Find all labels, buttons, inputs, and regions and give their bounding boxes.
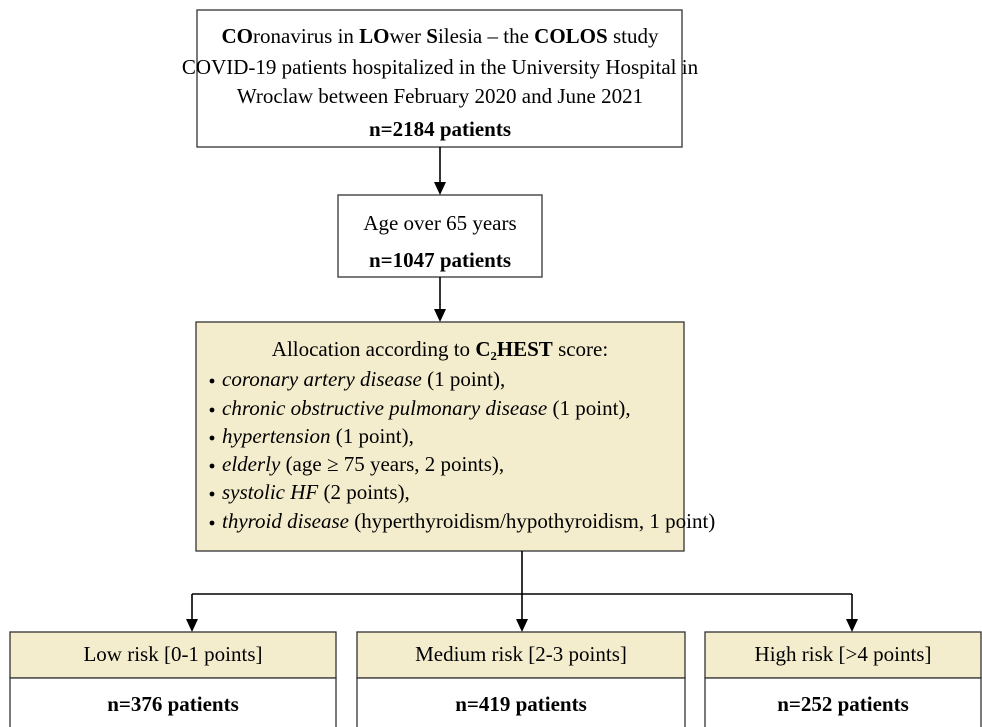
bullet-italic: chronic obstructive pulmonary disease: [222, 396, 547, 420]
title-run: ronavirus in: [253, 24, 359, 48]
risk-label: Low risk [0-1 points]: [83, 642, 262, 666]
risk-label: High risk [>4 points]: [755, 642, 932, 666]
title-run: CO: [222, 24, 254, 48]
bullet-italic: hypertension: [222, 424, 330, 448]
study-title: COronavirus in LOwer Silesia – the COLOS…: [222, 24, 659, 48]
study-line: COVID-19 patients hospitalized in the Un…: [182, 55, 699, 79]
bullet-italic: thyroid disease: [222, 509, 349, 533]
title-run: LO: [359, 24, 389, 48]
title-run: study: [608, 24, 659, 48]
bullet-dot: [209, 435, 215, 441]
risk-count: n=252 patients: [777, 692, 909, 716]
title-run: C₂HEST: [475, 337, 553, 361]
bullet-item: systolic HF (2 points),: [222, 480, 410, 504]
title-run: wer: [390, 24, 427, 48]
age-label: Age over 65 years: [363, 211, 516, 235]
risk-groups: Low risk [0-1 points] n=376 patients Mediu…: [9, 631, 982, 727]
bullet-item: coronary artery disease (1 point),: [222, 367, 505, 391]
bullet-item: chronic obstructive pulmonary disease (1…: [222, 396, 631, 420]
bullet-text: (2 points),: [318, 480, 410, 504]
bullet-text: (hyperthyroidism/hypothyroidism, 1 point…: [349, 509, 715, 533]
bullet-dot: [209, 378, 215, 384]
title-run: S: [426, 24, 438, 48]
risk-header-bg: [704, 631, 982, 679]
study-count: n=2184 patients: [369, 117, 511, 141]
risk-header-bg: [356, 631, 686, 679]
title-run: Allocation according to: [272, 337, 476, 361]
risk-count-bg: [9, 677, 337, 727]
arrowhead: [434, 182, 446, 195]
study-box: [196, 9, 683, 148]
bullet-italic: elderly: [222, 452, 281, 476]
bullet-dot: [209, 463, 215, 469]
arrowhead: [846, 619, 858, 632]
risk-count-bg: [704, 677, 982, 727]
title-run: COLOS: [534, 24, 608, 48]
bullet-list: coronary artery disease (1 point),chroni…: [209, 367, 715, 533]
bullet-text: (1 point),: [547, 396, 630, 420]
title-run: score:: [553, 337, 608, 361]
study-line: Wroclaw between February 2020 and June 2…: [237, 84, 643, 108]
bullet-text: (1 point),: [330, 424, 413, 448]
allocation-title: Allocation according to C₂HEST score:: [272, 337, 608, 361]
bullet-italic: coronary artery disease: [222, 367, 422, 391]
age-count: n=1047 patients: [369, 248, 511, 272]
bullet-dot: [209, 520, 215, 526]
bullet-item: thyroid disease (hyperthyroidism/hypothy…: [222, 509, 715, 533]
risk-label: Medium risk [2-3 points]: [415, 642, 627, 666]
age-box: [337, 194, 543, 278]
bullet-italic: systolic HF: [222, 480, 318, 504]
bullet-text: (1 point),: [422, 367, 505, 391]
risk-count-bg: [356, 677, 686, 727]
bullet-dot: [209, 491, 215, 497]
arrowhead: [434, 309, 446, 322]
risk-count: n=419 patients: [455, 692, 587, 716]
arrowhead: [516, 619, 528, 632]
allocation-box: [195, 321, 685, 552]
risk-count: n=376 patients: [107, 692, 239, 716]
bullet-item: hypertension (1 point),: [222, 424, 414, 448]
bullet-item: elderly (age ≥ 75 years, 2 points),: [222, 452, 504, 476]
bullet-text: (age ≥ 75 years, 2 points),: [280, 452, 504, 476]
bullet-dot: [209, 407, 215, 413]
title-run: ilesia – the: [438, 24, 534, 48]
arrowhead: [186, 619, 198, 632]
